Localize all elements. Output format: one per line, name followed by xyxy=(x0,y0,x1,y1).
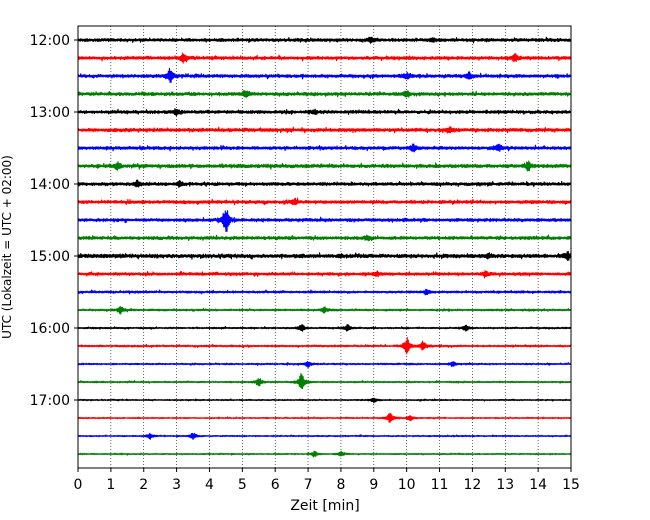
x-tick-label: 5 xyxy=(238,477,247,493)
trace-row xyxy=(77,126,572,134)
x-tick-label: 12 xyxy=(463,477,481,493)
trace-row xyxy=(77,234,572,242)
trace-row xyxy=(77,143,572,153)
y-tick-label: 14:00 xyxy=(30,177,70,193)
y-tick-label: 12:00 xyxy=(30,33,70,49)
trace-row xyxy=(77,108,572,117)
grid-lines xyxy=(110,26,539,468)
seismic-traces xyxy=(77,36,572,458)
trace-row xyxy=(77,36,572,44)
x-tick-label: 14 xyxy=(529,477,547,493)
trace-row xyxy=(77,210,572,233)
trace-row xyxy=(77,67,572,83)
trace-row xyxy=(77,305,572,315)
trace-row xyxy=(77,270,572,279)
trace-row xyxy=(77,412,572,423)
trace-row xyxy=(77,160,572,172)
x-tick-label: 13 xyxy=(496,477,514,493)
trace-row xyxy=(77,336,572,355)
x-tick-label: 7 xyxy=(304,477,313,493)
trace-row xyxy=(77,361,572,369)
trace-row xyxy=(77,52,572,64)
x-tick-label: 9 xyxy=(369,477,378,493)
trace-row xyxy=(77,250,572,262)
trace-row xyxy=(77,89,572,98)
x-axis: 0 1 2 3 4 5 6 7 8 9 10 11 12 13 14 15 xyxy=(74,468,580,493)
trace-row xyxy=(77,372,572,390)
y-tick-label: 13:00 xyxy=(30,105,70,121)
x-tick-label: 6 xyxy=(271,477,280,493)
x-tick-label: 10 xyxy=(398,477,416,493)
y-axis: 12:00 13:00 14:00 15:00 16:00 17:00 xyxy=(30,33,78,409)
trace-row xyxy=(77,197,572,206)
x-tick-label: 8 xyxy=(336,477,345,493)
x-tick-label: 4 xyxy=(205,477,214,493)
y-tick-label: 16:00 xyxy=(30,321,70,337)
trace-row xyxy=(77,323,572,332)
trace-row xyxy=(77,432,572,441)
x-tick-label: 11 xyxy=(431,477,449,493)
x-axis-label: Zeit [min] xyxy=(290,498,359,514)
trace-row xyxy=(77,450,572,458)
x-tick-label: 2 xyxy=(139,477,148,493)
x-tick-label: 3 xyxy=(172,477,181,493)
y-axis-label: UTC (Lokalzeit = UTC + 02:00) xyxy=(0,155,14,339)
plot-frame xyxy=(77,25,572,469)
trace-row xyxy=(77,397,572,404)
y-tick-label: 15:00 xyxy=(30,249,70,265)
x-tick-label: 0 xyxy=(74,477,83,493)
trace-row xyxy=(77,179,572,188)
x-tick-label: 1 xyxy=(106,477,115,493)
x-tick-label: 15 xyxy=(562,477,580,493)
trace-row xyxy=(77,288,572,296)
y-tick-label: 17:00 xyxy=(30,393,70,409)
